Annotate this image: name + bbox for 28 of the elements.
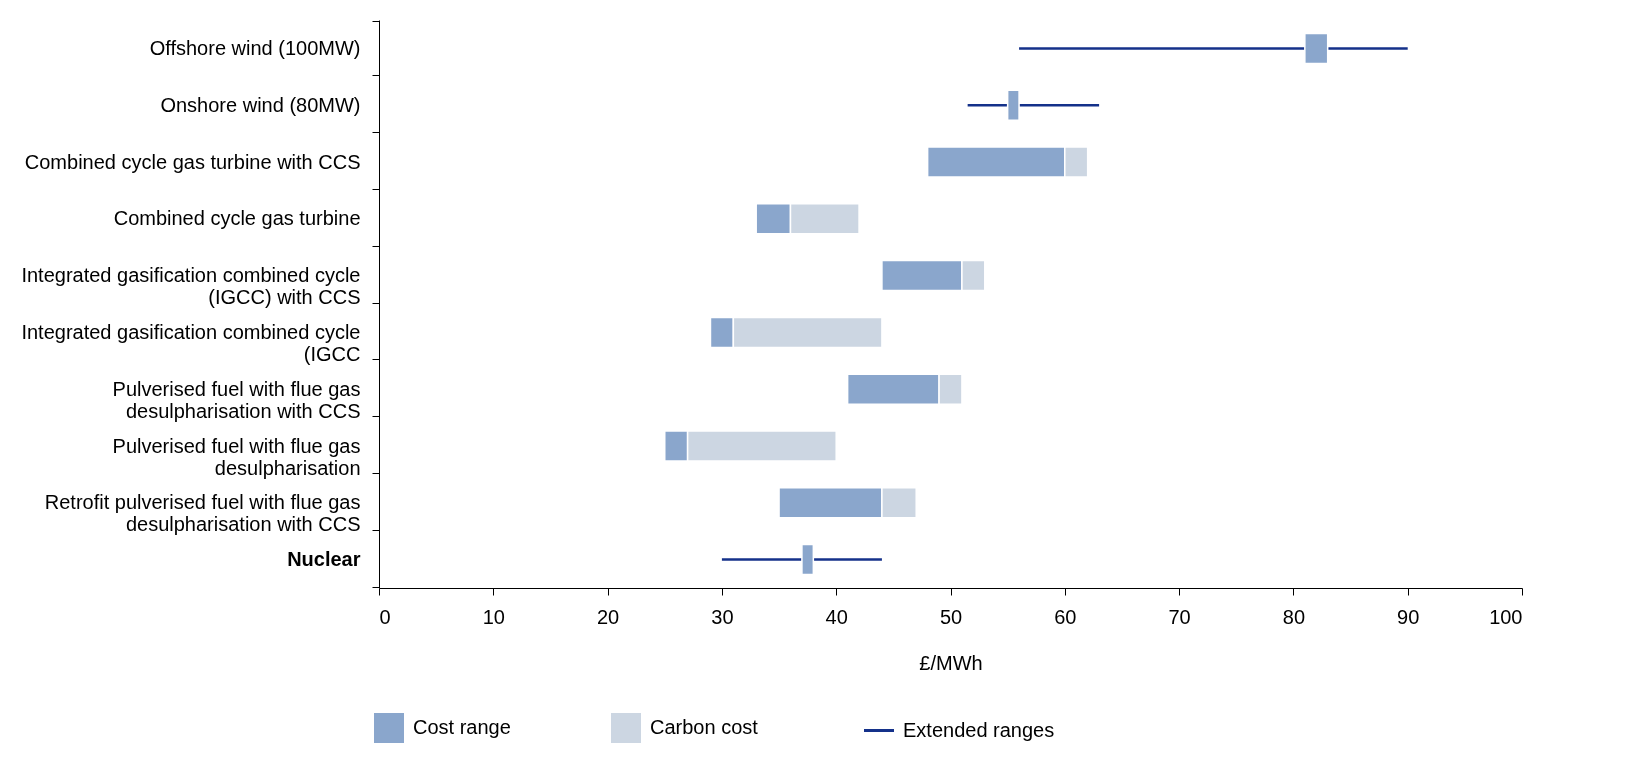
x-tick-label: 80: [1282, 605, 1306, 628]
x-tick-label: 90: [1397, 605, 1420, 628]
legend-label: Cost range: [413, 716, 511, 738]
bar: [1304, 32, 1329, 65]
y-tick-label: Combined cycle gas turbine: [113, 207, 361, 230]
bar: [1006, 89, 1020, 121]
x-tick-label: 60: [1054, 605, 1077, 628]
y-tick-label: Integrated gasification combined cycle (IGCC: [21, 320, 361, 365]
y-tick-label: Retrofit pulverised fuel with flue gas desulpharisation with CCS: [44, 491, 361, 536]
y-tick-label: Onshore wind (80MW): [160, 93, 361, 116]
x-axis-title: £/MWh: [919, 651, 983, 674]
y-tick-label: Pulverised fuel with flue gas desulpharisation with CCS: [112, 377, 361, 422]
x-tick-label: 20: [596, 605, 620, 628]
x-tick-label: 40: [825, 605, 848, 628]
x-tick-label: 50: [939, 605, 963, 628]
y-tick-label: Combined cycle gas turbine with CCS: [24, 150, 361, 173]
x-tick-label: 30: [711, 605, 734, 628]
bar: [801, 543, 815, 576]
x-tick-label: 0: [379, 605, 391, 628]
legend-label: Extended ranges: [903, 718, 1055, 741]
x-tick-label: 10: [482, 605, 505, 628]
y-tick-label: Integrated gasification combined cycle (IGCC) with CCS: [21, 264, 361, 309]
x-tick-label: 100: [1489, 605, 1523, 628]
legend-label: Carbon cost: [650, 716, 759, 738]
x-tick-label: 70: [1168, 605, 1191, 628]
y-tick-label: Offshore wind (100MW): [149, 36, 361, 59]
y-tick-label: Nuclear: [287, 548, 361, 571]
y-tick-label: Pulverised fuel with flue gas desulpharisation: [112, 434, 361, 479]
